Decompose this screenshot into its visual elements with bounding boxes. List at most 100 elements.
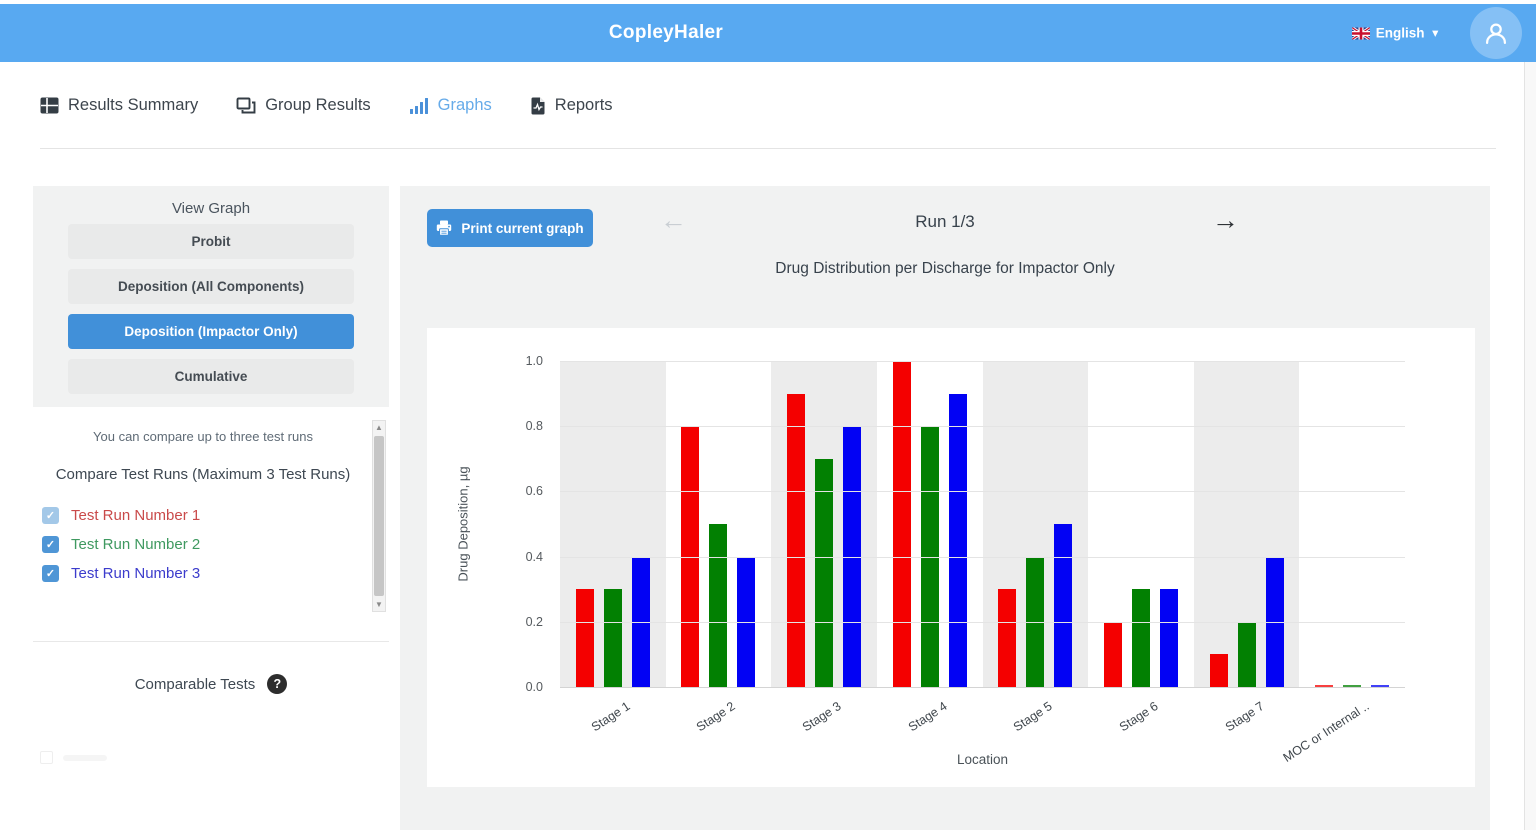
previous-run-arrow[interactable]: ← <box>660 205 687 235</box>
gridline <box>560 556 1405 558</box>
bar <box>1054 524 1073 687</box>
test-run-list: ✓ Test Run Number 1 ✓ Test Run Number 2 … <box>42 505 200 592</box>
view-graph-title: View Graph <box>171 200 251 217</box>
table-icon <box>40 97 59 114</box>
x-tick-label: Stage 5 <box>1011 699 1055 735</box>
y-tick-label: 0.2 <box>525 614 543 629</box>
scroll-up-icon[interactable]: ▲ <box>375 423 383 432</box>
tab-reports[interactable]: Reports <box>530 96 613 115</box>
bar <box>1315 685 1334 687</box>
bar <box>603 589 622 687</box>
y-tick-label: 1.0 <box>525 354 543 368</box>
nav-divider <box>40 148 1496 149</box>
test-run-label[interactable]: Test Run Number 1 <box>71 506 201 524</box>
bar <box>1237 621 1256 687</box>
x-tick-label: Stage 7 <box>1222 699 1267 735</box>
bar <box>1343 685 1362 687</box>
bar <box>892 361 911 687</box>
nav-bar: Results Summary Group Results <box>0 62 1536 150</box>
person-icon <box>1481 18 1511 48</box>
print-current-graph-button[interactable]: Print current graph <box>427 209 593 247</box>
x-tick-label: Stage 4 <box>905 699 950 735</box>
chevron-down-icon: ▾ <box>1432 27 1438 40</box>
compare-list-scrollbar[interactable]: ▲ ▼ <box>372 420 386 612</box>
tab-results-summary[interactable]: Results Summary <box>40 96 198 115</box>
report-icon <box>530 97 546 115</box>
y-ticks: 0.0 0.2 0.4 0.6 0.8 1.0 <box>507 354 551 694</box>
x-tick-label: Stage 2 <box>694 699 739 735</box>
graph-type-button-deposition-impactor[interactable]: Deposition (Impactor Only) <box>68 314 354 349</box>
partial-hidden-item <box>40 751 107 764</box>
bar-group <box>1299 361 1405 687</box>
scrollbar-thumb[interactable] <box>374 436 384 596</box>
tab-group-results[interactable]: Group Results <box>236 96 371 115</box>
app-header: CopleyHaler English ▾ <box>0 4 1536 62</box>
user-avatar[interactable] <box>1470 7 1522 59</box>
gridline <box>560 491 1405 493</box>
test-run-row: ✓ Test Run Number 2 <box>42 534 200 554</box>
bar-chart-icon <box>409 97 429 114</box>
partial-checkbox <box>40 751 53 764</box>
tab-label: Results Summary <box>68 96 199 114</box>
sidebar-divider <box>33 641 389 642</box>
gridline <box>560 621 1405 623</box>
tab-label: Graphs <box>437 96 492 114</box>
plot-groups <box>560 361 1405 687</box>
sidebar: View Graph Probit Deposition (All Compon… <box>33 186 389 830</box>
run-counter: Run 1/3 <box>915 212 975 231</box>
graph-type-button-probit[interactable]: Probit <box>68 224 354 259</box>
y-tick-label: 0.6 <box>525 484 543 499</box>
uk-flag-icon <box>1351 27 1370 39</box>
app-title: CopleyHaler <box>608 22 724 43</box>
tab-graphs[interactable]: Graphs <box>409 96 492 115</box>
bar-group <box>771 361 877 687</box>
print-button-label: Print current graph <box>461 220 584 236</box>
scroll-down-icon[interactable]: ▼ <box>375 600 383 609</box>
bar <box>815 458 834 687</box>
test-run-row: ✓ Test Run Number 3 <box>42 563 200 583</box>
help-icon[interactable]: ? <box>267 674 288 694</box>
gridline <box>560 361 1405 362</box>
chart-card: Drug Deposition, µg 0.0 0.2 0.4 0.6 0.8 1.0 S… <box>427 328 1475 787</box>
x-tick-label: Stage 1 <box>588 699 633 735</box>
gridline <box>560 687 1405 688</box>
test-run-label[interactable]: Test Run Number 2 <box>71 535 201 553</box>
windows-icon <box>236 97 256 115</box>
bar <box>709 524 728 687</box>
bar <box>1209 654 1228 687</box>
page-scrollbar[interactable] <box>1524 62 1536 830</box>
bar <box>1159 589 1178 687</box>
test-run-label[interactable]: Test Run Number 3 <box>71 564 201 582</box>
x-ticks: Stage 1 Stage 2 Stage 3 Stage 4 Stage 5 Stage… <box>560 687 1405 765</box>
graph-type-button-deposition-all[interactable]: Deposition (All Components) <box>68 269 354 304</box>
compare-hint: You can compare up to three test runs <box>93 429 313 444</box>
compare-test-runs-section: You can compare up to three test runs Co… <box>33 420 389 626</box>
comparable-tests-header: Comparable Tests ? <box>33 674 389 694</box>
bar <box>787 393 806 687</box>
chart-title: Drug Distribution per Discharge for Impa… <box>775 260 1115 277</box>
bar-group <box>1088 361 1194 687</box>
bar-group <box>1193 361 1300 687</box>
bar <box>1371 685 1390 687</box>
gridline <box>560 426 1405 428</box>
graph-type-button-cumulative[interactable]: Cumulative <box>68 359 354 394</box>
next-run-arrow[interactable]: → <box>1212 205 1239 235</box>
bar-group <box>666 361 772 687</box>
x-tick-label: Stage 6 <box>1116 699 1161 735</box>
language-label: English <box>1375 25 1425 41</box>
bar <box>998 589 1017 687</box>
x-axis-label: Location <box>956 752 1009 767</box>
top-edge <box>0 0 1536 4</box>
language-selector[interactable]: English ▾ <box>1351 25 1438 41</box>
test-run-1-checkbox[interactable]: ✓ <box>42 506 59 524</box>
compare-title: Compare Test Runs (Maximum 3 Test Runs) <box>55 466 351 483</box>
bar-group <box>560 361 666 687</box>
bar-group <box>982 361 1089 687</box>
test-run-2-checkbox[interactable]: ✓ <box>42 535 59 553</box>
view-graph-panel: View Graph Probit Deposition (All Compon… <box>33 186 389 407</box>
test-run-3-checkbox[interactable]: ✓ <box>42 564 59 582</box>
partial-text <box>63 754 107 761</box>
bar <box>948 393 967 687</box>
tab-label: Group Results <box>265 96 371 114</box>
comparable-tests-title: Comparable Tests <box>134 675 256 693</box>
